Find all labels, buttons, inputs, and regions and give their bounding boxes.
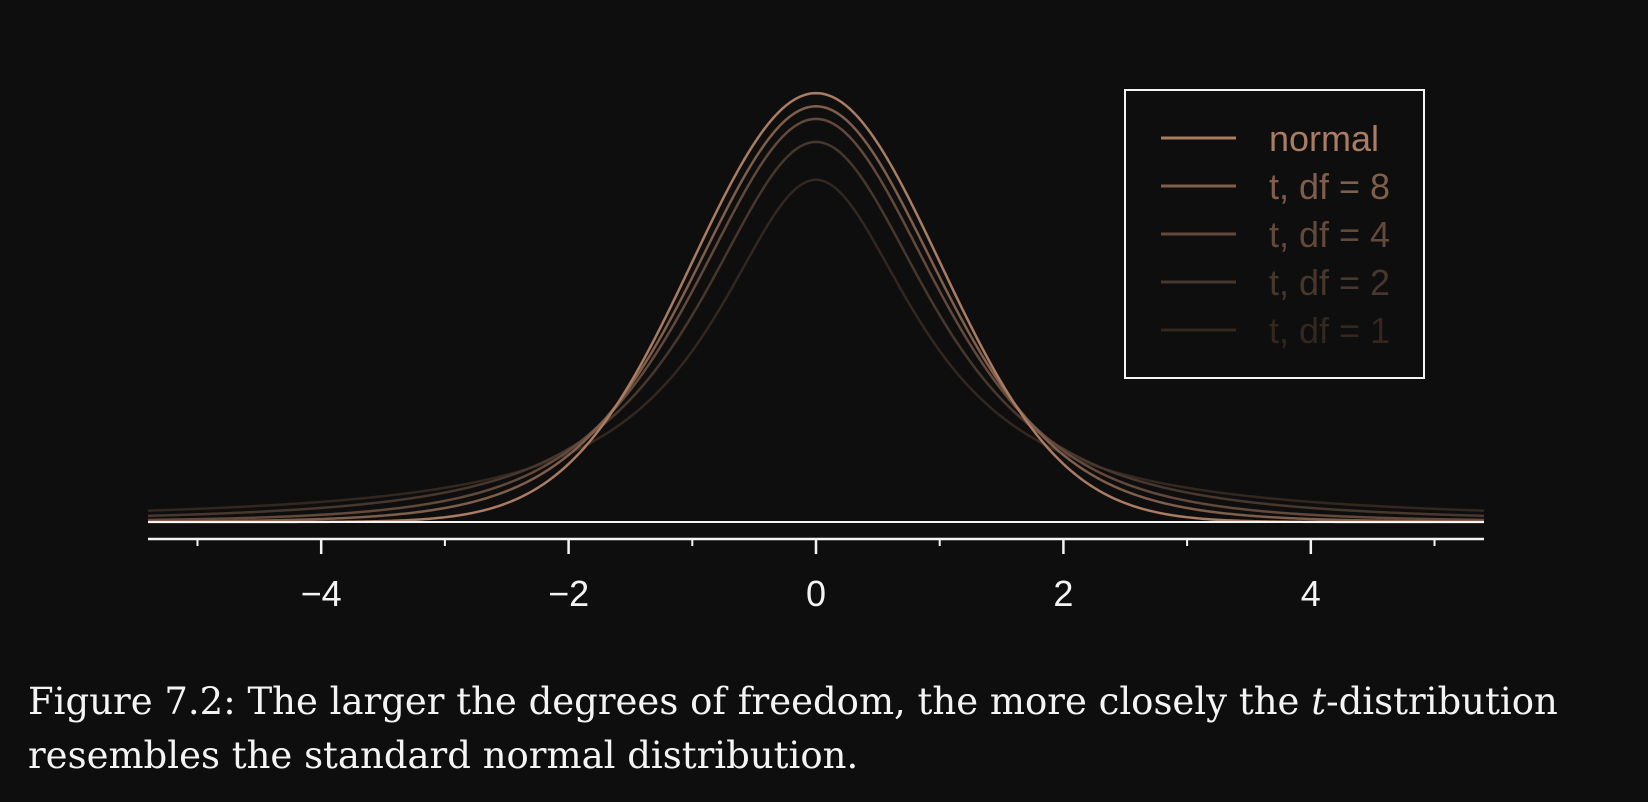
x-tick-label: 0	[806, 573, 826, 614]
legend-label: t, df = 1	[1269, 310, 1390, 351]
figure-caption: Figure 7.2: The larger the degrees of fr…	[28, 675, 1628, 783]
caption-text-before: The larger the degrees of freedom, the m…	[247, 680, 1300, 723]
legend-label: normal	[1269, 118, 1379, 159]
series-line-t-df-2	[147, 140, 1485, 518]
caption-text-after: -distribution resembles the standard nor…	[28, 680, 1558, 777]
series-line-t-df-4	[147, 117, 1485, 522]
x-tick-label: 2	[1053, 573, 1073, 614]
x-tick-label: 4	[1301, 573, 1321, 614]
legend-label: t, df = 2	[1269, 262, 1390, 303]
x-axis: −4 −2 0 2 4	[148, 537, 1484, 614]
caption-t-symbol: t	[1311, 680, 1327, 723]
x-tick-label: −4	[301, 573, 342, 614]
legend-box	[1124, 89, 1425, 379]
series-line-t-df-1	[147, 178, 1485, 512]
legend-label: t, df = 4	[1269, 214, 1390, 255]
legend: normal t, df = 8 t, df = 4 t, df = 2 t, df =…	[1124, 89, 1425, 379]
series-line-t-df-8	[147, 105, 1485, 523]
chart: −4 −2 0 2 4 normal t, df = 8 t, df = 4 t, df = …	[147, 89, 1485, 614]
legend-label: t, df = 8	[1269, 166, 1390, 207]
caption-label: Figure 7.2:	[28, 680, 236, 723]
x-tick-label: −2	[548, 573, 589, 614]
